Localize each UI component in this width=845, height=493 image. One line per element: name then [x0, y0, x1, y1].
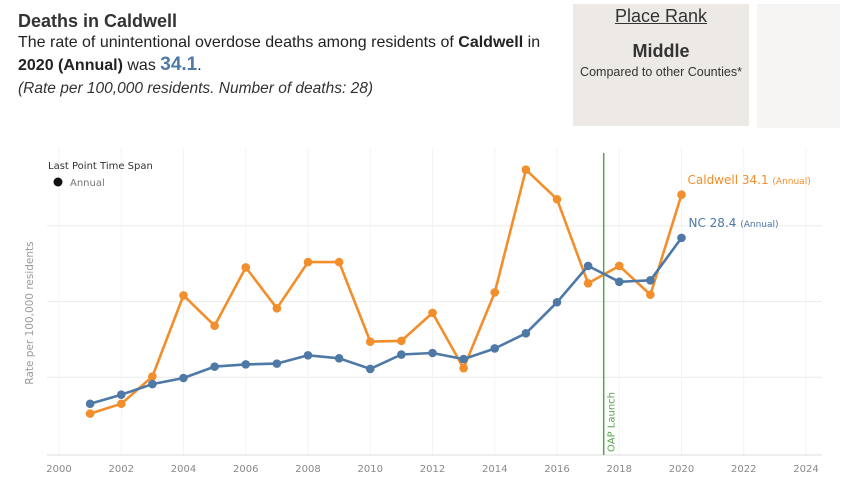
x-tick-label: 2008 [295, 464, 320, 475]
annotations: OAP Launch [602, 153, 618, 455]
page-title: Deaths in Caldwell [18, 11, 178, 31]
point-caldwell [583, 279, 593, 288]
end-labels: Caldwell 34.1 (Annual)NC 28.4 (Annual) [688, 173, 811, 230]
legend: Last Point Time Span Annual [48, 161, 153, 189]
rate-value: 34.1 [160, 54, 198, 75]
x-tick-label: 2006 [233, 464, 258, 475]
x-tick-label: 2024 [793, 464, 818, 475]
point-nc [85, 399, 95, 409]
x-tick-label: 2010 [358, 464, 383, 475]
oap-launch-label: OAP Launch [607, 392, 618, 452]
point-nc [521, 329, 531, 338]
x-tick-label: 2012 [420, 464, 445, 475]
point-caldwell [552, 194, 562, 204]
point-nc [552, 297, 562, 307]
x-tick-label: 2020 [669, 464, 694, 475]
point-nc [614, 277, 624, 287]
desc-text-3: was [122, 57, 161, 74]
end-label-value: NC 28.4 [689, 216, 741, 230]
x-tick-label: 2000 [46, 464, 71, 475]
x-tick-label: 2002 [109, 464, 134, 475]
end-label-nc: NC 28.4 (Annual) [689, 216, 779, 230]
point-caldwell [334, 257, 344, 267]
point-nc [241, 360, 251, 369]
point-caldwell [677, 190, 686, 199]
point-caldwell [272, 304, 282, 313]
x-tick-label: 2018 [607, 464, 632, 475]
x-tick-label: 2004 [171, 464, 196, 475]
gridlines [47, 148, 822, 455]
point-nc [272, 359, 282, 368]
point-nc [116, 390, 126, 399]
blank-panel [757, 4, 840, 128]
point-caldwell [179, 291, 188, 300]
point-caldwell [646, 290, 655, 299]
end-label-value: Caldwell 34.1 [688, 173, 773, 187]
point-caldwell [397, 336, 406, 346]
point-nc [303, 350, 313, 360]
series-line-nc [89, 237, 683, 406]
period: 2020 (Annual) [18, 57, 123, 74]
point-nc [179, 373, 188, 383]
place-rank-box: Place Rank Middle Compared to other Coun… [573, 4, 749, 126]
point-caldwell [428, 308, 437, 318]
point-nc [490, 344, 500, 353]
point-nc [210, 362, 219, 371]
county-name: Caldwell [458, 34, 524, 51]
desc-text-4: . [197, 57, 202, 74]
rank-value: Middle [632, 41, 690, 61]
point-nc [397, 350, 406, 359]
end-label-suffix: (Annual) [772, 177, 810, 187]
point-nc [646, 275, 655, 285]
point-nc [365, 364, 375, 374]
description: The rate of unintentional overdose death… [18, 32, 558, 77]
x-tick-label: 2022 [731, 464, 756, 475]
point-caldwell [303, 257, 313, 267]
desc-text-2: in [523, 34, 541, 51]
point-nc [334, 354, 344, 363]
x-tick-label: 2014 [482, 464, 507, 475]
series-line-caldwell [89, 168, 683, 415]
point-caldwell [116, 399, 126, 409]
y-axis-label: Rate per 100,000 residents [24, 241, 36, 384]
legend-marker [53, 177, 63, 187]
end-label-caldwell: Caldwell 34.1 (Annual) [688, 173, 811, 187]
legend-item-annual: Annual [70, 178, 105, 189]
point-caldwell [365, 337, 375, 346]
point-nc [148, 379, 157, 389]
x-axis: 2000 2002 2004 2006 2008 2010 2012 2014 2016 2018… [46, 454, 822, 475]
point-caldwell [459, 363, 468, 373]
point-nc [583, 261, 593, 271]
point-nc [677, 233, 686, 243]
point-caldwell [521, 165, 531, 174]
point-nc [459, 354, 468, 364]
rank-heading: Place Rank [614, 6, 708, 26]
header: Deaths in Caldwell The rate of unintenti… [18, 10, 558, 99]
point-caldwell [85, 409, 95, 418]
end-label-suffix: (Annual) [740, 220, 778, 230]
point-nc [428, 348, 437, 358]
x-tick-label: 2016 [544, 464, 569, 475]
point-caldwell [241, 263, 251, 272]
desc-text-1: The rate of unintentional overdose death… [18, 34, 459, 51]
legend-title: Last Point Time Span [48, 161, 153, 172]
point-caldwell [148, 372, 157, 381]
series-group [85, 165, 686, 418]
point-caldwell [614, 261, 624, 271]
rank-caption: Compared to other Counties* [580, 65, 742, 79]
subtext: (Rate per 100,000 residents. Number of d… [18, 80, 373, 97]
point-caldwell [210, 321, 219, 331]
point-caldwell [490, 288, 500, 297]
